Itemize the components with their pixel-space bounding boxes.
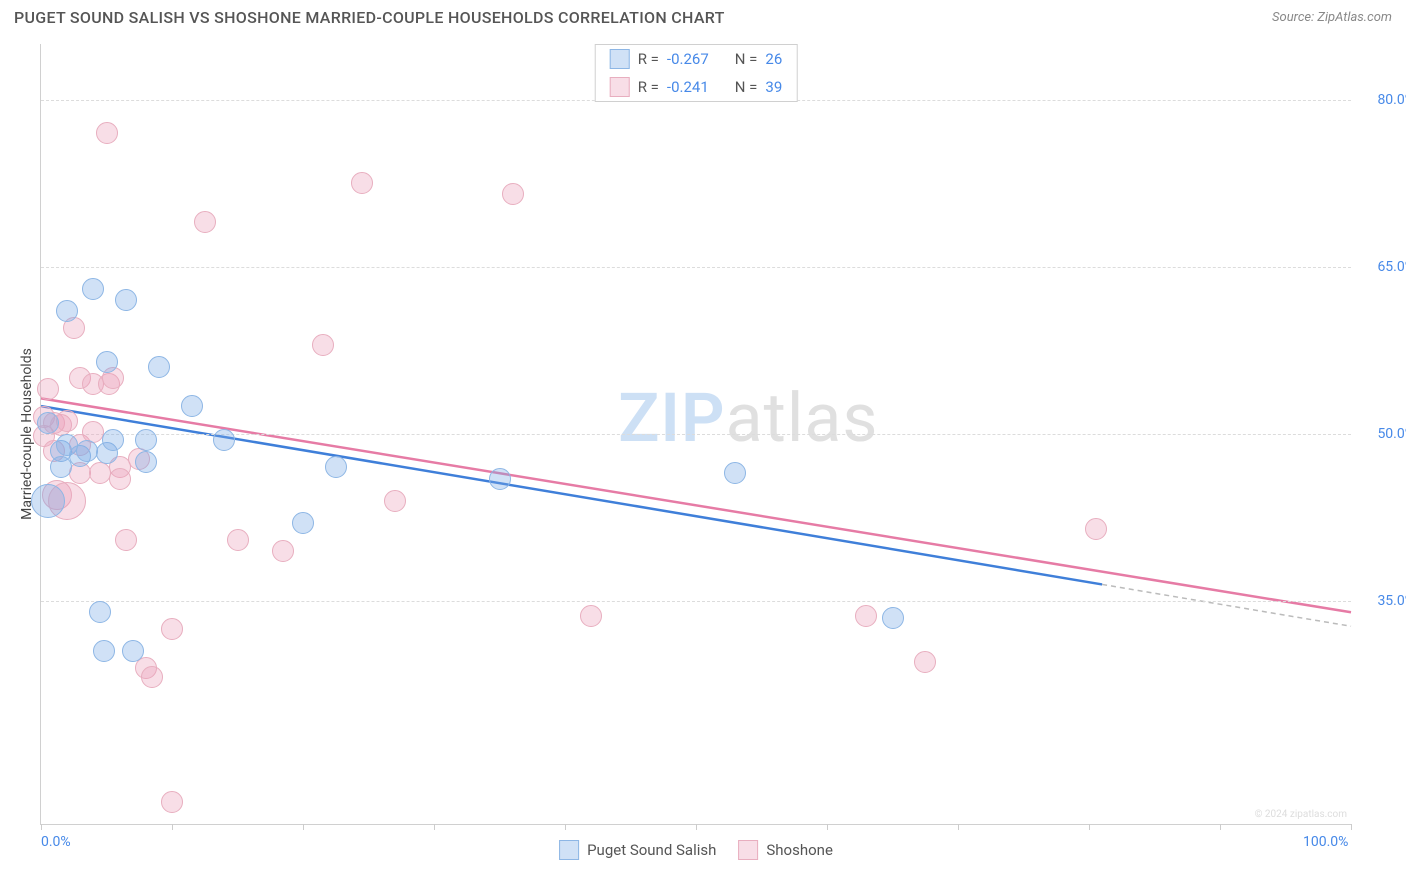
data-point [93, 640, 115, 662]
n-label: N = [735, 78, 758, 96]
y-tick-label: 35.0% [1377, 593, 1406, 609]
legend-series-item: Puget Sound Salish [559, 840, 716, 860]
n-value: 39 [765, 78, 782, 96]
r-value: -0.267 [667, 50, 709, 68]
x-tick-label: 100.0% [1303, 834, 1348, 850]
x-tick [41, 824, 42, 830]
legend-swatch [559, 840, 579, 860]
data-point [76, 440, 98, 462]
legend-swatch [610, 77, 630, 97]
data-point [855, 605, 877, 627]
x-tick [303, 824, 304, 830]
gridline [41, 601, 1351, 602]
x-tick [1089, 824, 1090, 830]
x-tick [827, 824, 828, 830]
legend-stats-row: R = -0.267 N = 26 [596, 45, 797, 73]
chart-title: PUGET SOUND SALISH VS SHOSHONE MARRIED-C… [14, 8, 725, 27]
data-point [56, 300, 78, 322]
data-point [102, 429, 124, 451]
data-point [135, 451, 157, 473]
y-tick-label: 65.0% [1377, 259, 1406, 275]
y-tick-label: 50.0% [1377, 426, 1406, 442]
data-point [141, 666, 163, 688]
data-point [882, 607, 904, 629]
regression-line [41, 398, 1351, 612]
r-label: R = [638, 50, 659, 68]
legend-series-label: Puget Sound Salish [587, 841, 716, 859]
n-value: 26 [765, 50, 782, 68]
data-point [194, 211, 216, 233]
legend-swatch [610, 49, 630, 69]
data-point [96, 122, 118, 144]
data-point [135, 429, 157, 451]
data-point [227, 529, 249, 551]
data-point [161, 618, 183, 640]
data-point [122, 640, 144, 662]
data-point [1085, 518, 1107, 540]
data-point [109, 468, 131, 490]
x-tick-label: 0.0% [41, 834, 71, 850]
x-tick [696, 824, 697, 830]
chart-header: PUGET SOUND SALISH VS SHOSHONE MARRIED-C… [0, 0, 1406, 31]
data-point [489, 468, 511, 490]
legend-stats: R = -0.267 N = 26 R = -0.241 N = 39 [595, 44, 798, 102]
data-point [580, 605, 602, 627]
data-point [82, 278, 104, 300]
data-point [50, 456, 72, 478]
n-label: N = [735, 50, 758, 68]
data-point [37, 412, 59, 434]
data-point [89, 601, 111, 623]
data-point [325, 456, 347, 478]
data-point [37, 378, 59, 400]
legend-series-item: Shoshone [738, 840, 833, 860]
regression-line [41, 406, 1102, 584]
data-point [502, 183, 524, 205]
data-point [292, 512, 314, 534]
x-tick [1220, 824, 1221, 830]
x-tick [434, 824, 435, 830]
data-point [96, 351, 118, 373]
legend-stats-row: R = -0.241 N = 39 [596, 73, 797, 101]
data-point [914, 651, 936, 673]
y-tick-label: 80.0% [1377, 92, 1406, 108]
data-point [115, 289, 137, 311]
r-value: -0.241 [667, 78, 709, 96]
data-point [312, 334, 334, 356]
data-point [89, 462, 111, 484]
legend-series: Puget Sound Salish Shoshone [559, 840, 833, 860]
data-point [148, 356, 170, 378]
data-point [213, 429, 235, 451]
data-point [384, 490, 406, 512]
data-point [724, 462, 746, 484]
x-tick [172, 824, 173, 830]
legend-series-label: Shoshone [766, 841, 833, 859]
data-point [56, 410, 78, 432]
data-point [351, 172, 373, 194]
r-label: R = [638, 78, 659, 96]
legend-swatch [738, 840, 758, 860]
data-point [161, 791, 183, 813]
scatter-plot: Married-couple Households ZIPatlas R =-0… [40, 44, 1351, 825]
data-point [181, 395, 203, 417]
source-label: Source: ZipAtlas.com [1272, 10, 1392, 25]
data-point [272, 540, 294, 562]
x-tick [958, 824, 959, 830]
gridline [41, 267, 1351, 268]
data-point [115, 529, 137, 551]
gridline [41, 434, 1351, 435]
data-point [31, 484, 65, 518]
x-tick [565, 824, 566, 830]
x-tick [1351, 824, 1352, 830]
attribution: © 2024 zipatlas.com [1255, 809, 1347, 820]
